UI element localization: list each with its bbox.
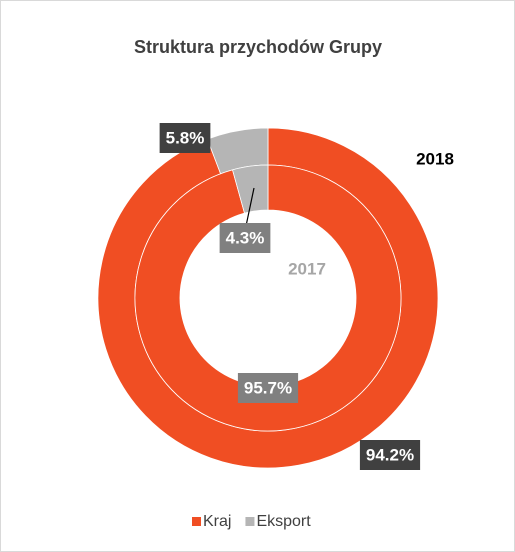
legend: Kraj Eksport [192,513,311,530]
legend-label: Eksport [256,513,311,530]
data-label-box [359,440,421,470]
legend-swatch [192,517,201,526]
rings [97,127,439,469]
data-label: 5.8% [166,128,205,147]
donut-segment [134,164,402,432]
data-label-box [237,373,299,403]
data-label: 4.3% [226,228,265,247]
data-label: 95.7% [244,378,292,397]
data-label-box [159,123,211,153]
ring-label: 2017 [288,259,326,278]
legend-label: Kraj [203,513,231,530]
donut-segment [232,164,269,214]
ring-label: 2018 [416,149,454,168]
legend-swatch [245,517,255,526]
data-label: 94.2% [366,445,414,464]
labels: 94.2% 5.8% 2018 95.7% 4.3% 2017 [159,123,454,470]
chart-title: Struktura przychodów Grupy [134,37,382,57]
leader-line [245,187,255,227]
data-label-box [219,223,271,253]
